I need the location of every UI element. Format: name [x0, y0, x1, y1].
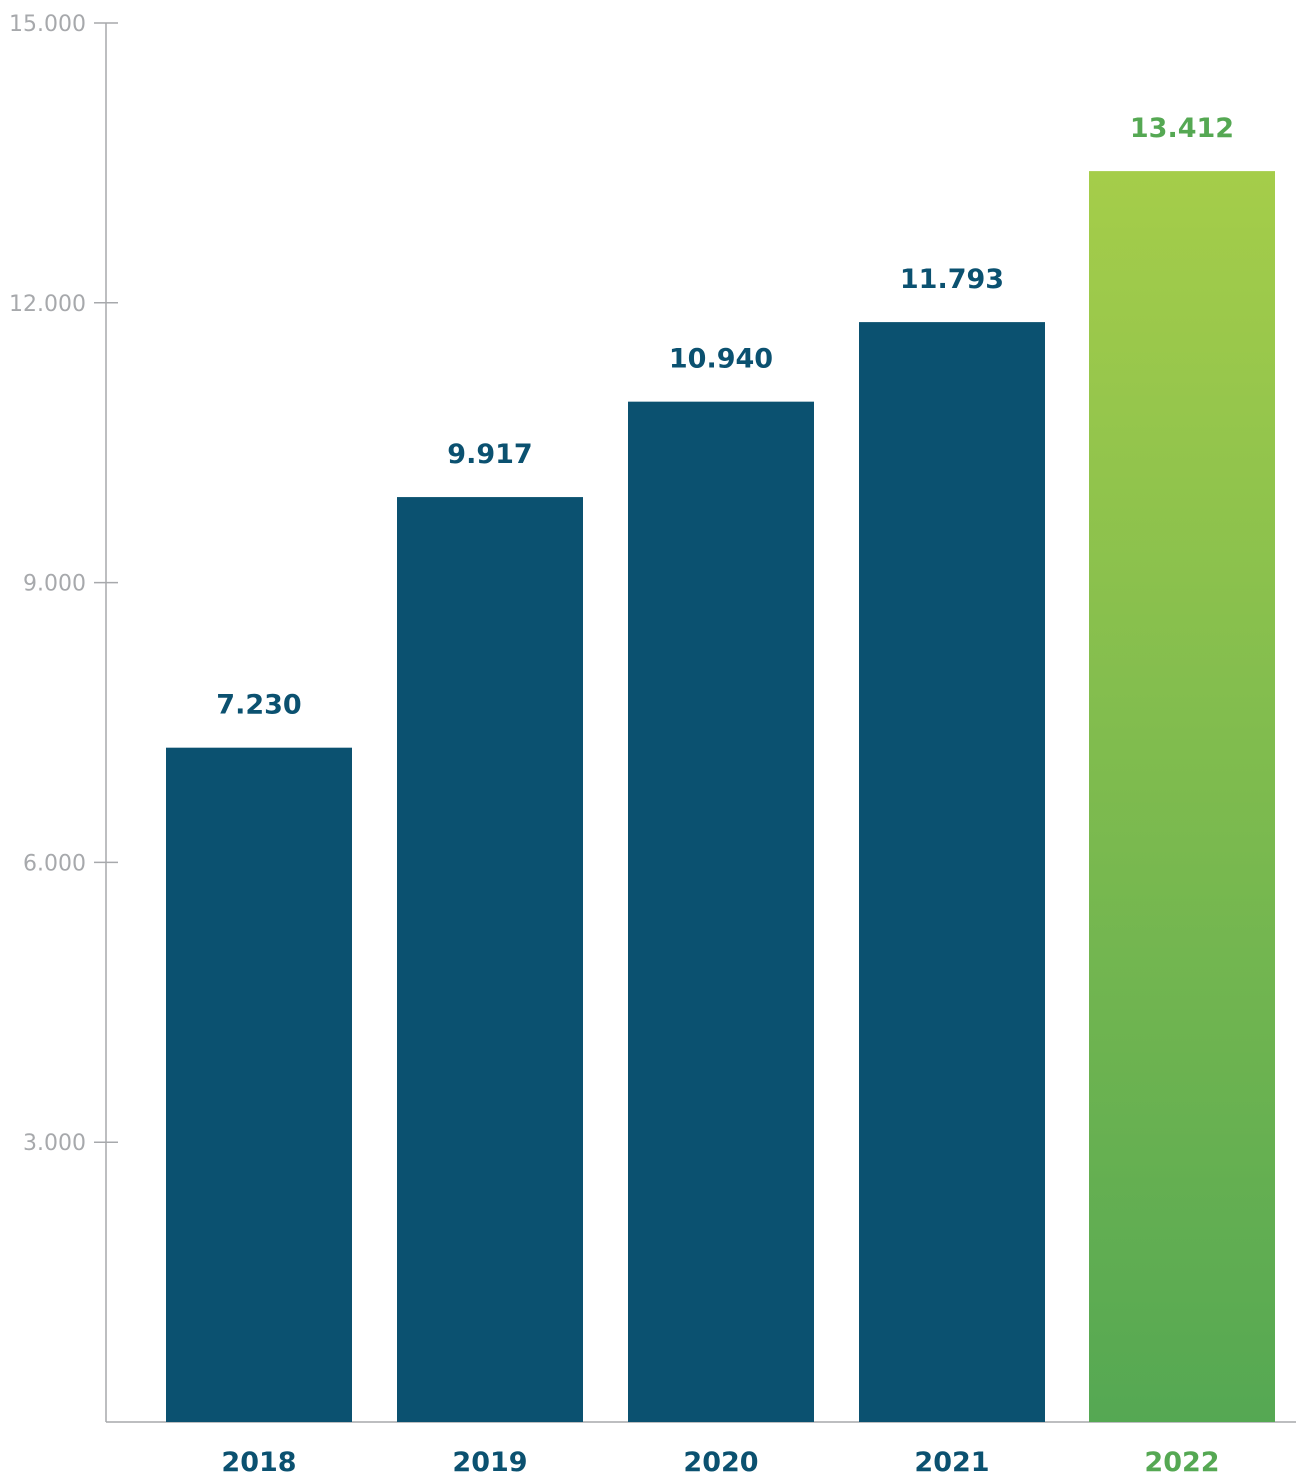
y-tick-label: 15.000: [9, 12, 86, 37]
y-tick-label: 3.000: [23, 1131, 86, 1156]
bars-group: [166, 171, 1275, 1423]
bar-2020: [628, 401, 814, 1422]
x-tick-label-2021: 2021: [914, 1447, 989, 1477]
y-tick-label: 6.000: [23, 851, 86, 876]
data-label-2022: 13.412: [1130, 113, 1234, 144]
x-tick-label-2018: 2018: [221, 1447, 296, 1477]
data-labels-group: 7.230 9.917 10.940 11.793 13.412: [216, 113, 1234, 721]
y-tick-label: 9.000: [23, 572, 86, 597]
x-axis-labels: 2018 2019 2020 2021 2022: [221, 1447, 1219, 1477]
data-label-2018: 7.230: [216, 690, 301, 721]
x-tick-label-2020: 2020: [683, 1447, 758, 1477]
bar-2021: [859, 322, 1045, 1422]
bar-2019: [397, 497, 583, 1422]
data-label-2020: 10.940: [669, 344, 773, 375]
data-label-2021: 11.793: [900, 264, 1004, 295]
bar-2022: [1089, 171, 1275, 1423]
data-label-2019: 9.917: [447, 439, 532, 470]
y-axis-ticks: 3.000 6.000 9.000 12.000 15.000: [9, 12, 118, 1156]
x-tick-label-2019: 2019: [452, 1447, 527, 1477]
x-tick-label-2022: 2022: [1144, 1447, 1219, 1477]
bar-2018: [166, 747, 352, 1422]
y-tick-label: 12.000: [9, 292, 86, 317]
